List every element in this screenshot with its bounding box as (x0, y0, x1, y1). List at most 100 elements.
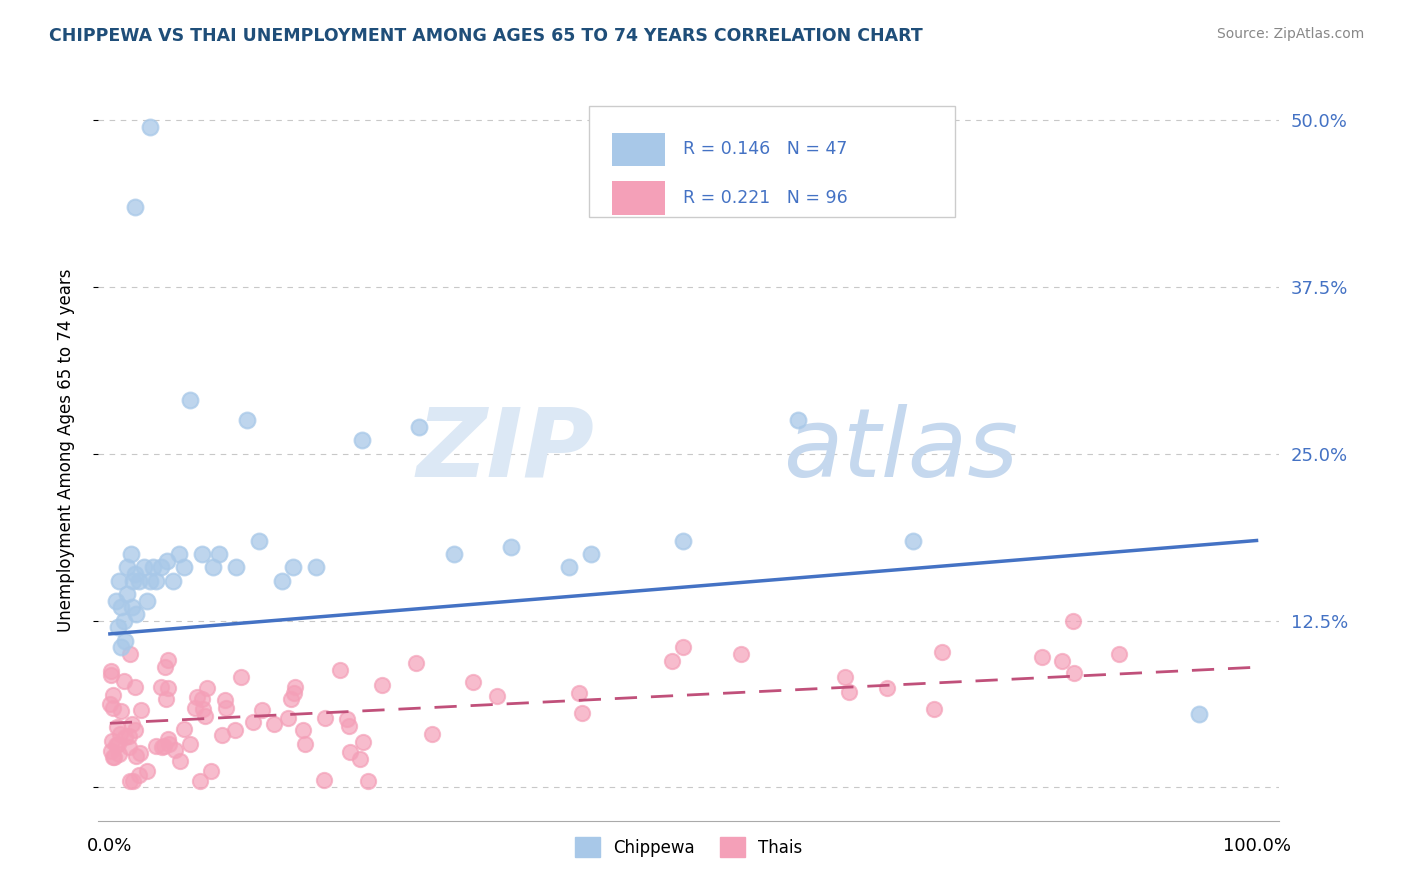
Point (121, 716, 143, 731)
Point (184, 701, 207, 715)
Point (101, 733, 124, 747)
Point (283, 686, 305, 700)
Point (190, 691, 212, 706)
Point (124, 723, 146, 738)
Point (115, 560, 138, 574)
Point (337, 719, 360, 733)
Point (931, 645, 953, 659)
Point (107, 737, 129, 751)
Point (730, 647, 752, 661)
Point (136, 764, 159, 779)
Point (443, 547, 465, 561)
Point (190, 547, 212, 561)
Point (312, 772, 335, 787)
Point (194, 708, 217, 723)
Point (188, 773, 211, 788)
Point (155, 659, 177, 673)
Point (169, 754, 191, 768)
Point (1063, 665, 1085, 680)
Point (672, 533, 695, 548)
Point (1188, 706, 1211, 721)
FancyBboxPatch shape (612, 181, 665, 215)
Point (110, 704, 132, 718)
Point (167, 547, 190, 561)
Point (557, 560, 579, 574)
Point (108, 727, 131, 741)
Point (463, 675, 485, 690)
Point (1050, 654, 1073, 668)
Point (263, 716, 285, 731)
Point (100, 744, 122, 758)
Point (571, 706, 593, 721)
Point (284, 680, 307, 694)
Point (101, 750, 124, 764)
Point (501, 540, 523, 554)
Point (305, 560, 328, 574)
Point (157, 732, 180, 747)
Point (242, 715, 264, 730)
Point (214, 692, 236, 706)
Point (121, 600, 143, 615)
Point (352, 734, 374, 748)
FancyBboxPatch shape (612, 133, 665, 166)
Point (405, 656, 427, 670)
Point (581, 547, 603, 561)
Point (114, 730, 136, 744)
Point (112, 614, 135, 628)
Point (114, 633, 136, 648)
Text: ZIP: ZIP (416, 404, 595, 497)
Point (193, 701, 215, 715)
Point (420, 727, 443, 741)
Point (834, 669, 856, 683)
Text: R = 0.146   N = 47: R = 0.146 N = 47 (683, 140, 848, 158)
Point (357, 773, 380, 788)
Text: atlas: atlas (783, 404, 1018, 497)
Point (195, 681, 218, 695)
Point (329, 663, 352, 677)
Point (901, 533, 924, 548)
Point (179, 393, 201, 408)
Point (108, 747, 131, 761)
Point (128, 768, 150, 782)
Point (101, 701, 124, 715)
Point (229, 670, 252, 684)
Point (101, 688, 124, 702)
Point (124, 200, 146, 214)
Point (208, 547, 231, 561)
Point (786, 413, 808, 427)
Legend: Chippewa, Thais: Chippewa, Thais (568, 830, 810, 864)
Point (283, 560, 305, 574)
Point (156, 553, 179, 567)
Point (112, 674, 135, 689)
Point (838, 685, 860, 699)
Point (1108, 647, 1130, 661)
Point (215, 701, 238, 715)
Point (486, 689, 509, 703)
Point (280, 692, 302, 706)
Point (104, 593, 127, 607)
Point (103, 750, 125, 764)
Point (294, 737, 316, 751)
Point (202, 560, 225, 574)
Y-axis label: Unemployment Among Ages 65 to 74 years: Unemployment Among Ages 65 to 74 years (56, 268, 75, 632)
Point (120, 773, 142, 788)
Point (179, 737, 201, 751)
Point (150, 680, 173, 694)
Point (110, 600, 132, 615)
Point (145, 739, 167, 753)
Point (876, 681, 898, 695)
Text: Source: ZipAtlas.com: Source: ZipAtlas.com (1216, 27, 1364, 41)
Point (124, 566, 146, 581)
Point (270, 574, 292, 588)
Point (339, 745, 361, 759)
Point (352, 434, 374, 448)
Point (292, 723, 315, 737)
Point (155, 692, 177, 706)
Point (139, 120, 162, 134)
Point (211, 728, 233, 742)
Point (314, 711, 336, 725)
Point (186, 690, 208, 704)
Point (100, 668, 122, 682)
Point (107, 620, 129, 634)
Point (1062, 614, 1084, 628)
